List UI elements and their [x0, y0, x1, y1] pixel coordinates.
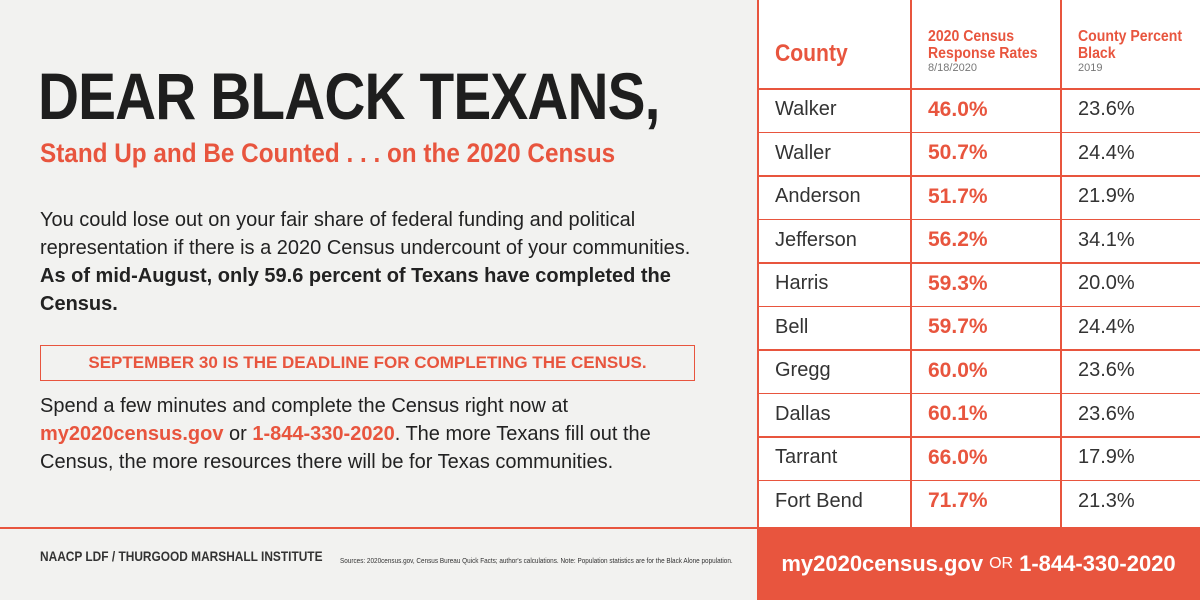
table-cell: 20.0% [1078, 272, 1135, 294]
header-title: County Percent Black [1078, 28, 1183, 62]
table-cell: 59.7% [928, 315, 988, 338]
table-cell: 50.7% [928, 141, 988, 164]
row-line [757, 436, 1200, 438]
sources: Sources: 2020census.gov, Census Bureau Q… [340, 556, 733, 565]
table-cell: 66.0% [928, 445, 988, 469]
text: or [229, 423, 247, 445]
text: OR [989, 555, 1014, 572]
table-cell: Fort Bend [775, 489, 863, 512]
title: DEAR BLACK TEXANS, [38, 59, 660, 133]
table-cell: 23.6% [1078, 98, 1135, 120]
table-cell: 23.6% [1078, 359, 1135, 381]
table-cell: Harris [775, 272, 829, 294]
column-line [910, 0, 912, 527]
table-cell: 60.0% [928, 358, 988, 382]
text: Spend a few minutes and complete the Cen… [40, 395, 569, 417]
table-cell: Waller [775, 141, 831, 164]
table-cell: 21.9% [1078, 185, 1135, 207]
column-line [1060, 0, 1062, 527]
bold-text: As of mid-August, only 59.6 percent of T… [40, 265, 671, 315]
table-cell: 34.1% [1078, 228, 1135, 251]
table-cell: Tarrant [775, 446, 838, 468]
table-cell: 59.3% [928, 271, 988, 295]
phone[interactable]: 1-844-330-2020 [1019, 551, 1176, 576]
table-cell: Dallas [775, 402, 831, 425]
table-cell: 71.7% [928, 489, 988, 512]
row-line [757, 349, 1200, 351]
row-line [757, 305, 1200, 307]
link[interactable]: my2020census.gov [40, 423, 224, 445]
text: . The more Texans fill out the Census, t… [40, 423, 651, 473]
call-to-action: my2020census.gov OR 1-844-330-2020 [757, 528, 1200, 600]
table-cell: 23.6% [1078, 402, 1135, 425]
table-cell: 21.3% [1078, 489, 1135, 512]
table-cell: 24.4% [1078, 315, 1135, 338]
table-cell: 46.0% [928, 97, 988, 121]
row-line [757, 131, 1200, 133]
row-line [757, 175, 1200, 177]
table-cell: Bell [775, 315, 809, 338]
table-cell: 24.4% [1078, 141, 1135, 164]
row-line [757, 218, 1200, 220]
header-note: 2019 [1078, 62, 1103, 74]
row-line [757, 392, 1200, 394]
row-line [757, 88, 1200, 90]
paragraph: Spend a few minutes and complete the Cen… [40, 392, 700, 476]
column-header: 2020 Census Response Rates 8/18/2020 [928, 28, 1054, 74]
column-header: County Percent Black 2019 [1078, 28, 1194, 74]
deadline-box: SEPTEMBER 30 IS THE DEADLINE FOR COMPLET… [40, 345, 695, 381]
credit: NAACP LDF / THURGOOD MARSHALL INSTITUTE [40, 548, 323, 564]
table: County 2020 Census Response Rates 8/18/202… [757, 0, 1200, 527]
row-line [757, 479, 1200, 481]
divider [0, 527, 1200, 529]
deadline: SEPTEMBER 30 IS THE DEADLINE FOR COMPLET… [88, 353, 647, 372]
header-title: County [775, 40, 848, 67]
table-cell: 51.7% [928, 184, 988, 208]
table-cell: Gregg [775, 359, 831, 381]
phone[interactable]: 1-844-330-2020 [252, 423, 395, 445]
table-cell: 56.2% [928, 228, 988, 251]
table-cell: Walker [775, 98, 837, 120]
table-cell: Jefferson [775, 228, 857, 251]
row-line [757, 262, 1200, 264]
header-title: 2020 Census Response Rates [928, 28, 1038, 62]
link[interactable]: my2020census.gov [781, 551, 984, 576]
table-cell: Anderson [775, 185, 861, 207]
table-cell: 60.1% [928, 402, 988, 425]
column-header: County [775, 40, 904, 68]
column-line [757, 0, 759, 527]
table-cell: 17.9% [1078, 446, 1135, 468]
subtitle: Stand Up and Be Counted . . . on the 202… [40, 138, 616, 168]
text: You could lose out on your fair share of… [40, 209, 691, 259]
paragraph: You could lose out on your fair share of… [40, 206, 700, 318]
header-note: 8/18/2020 [928, 62, 977, 74]
